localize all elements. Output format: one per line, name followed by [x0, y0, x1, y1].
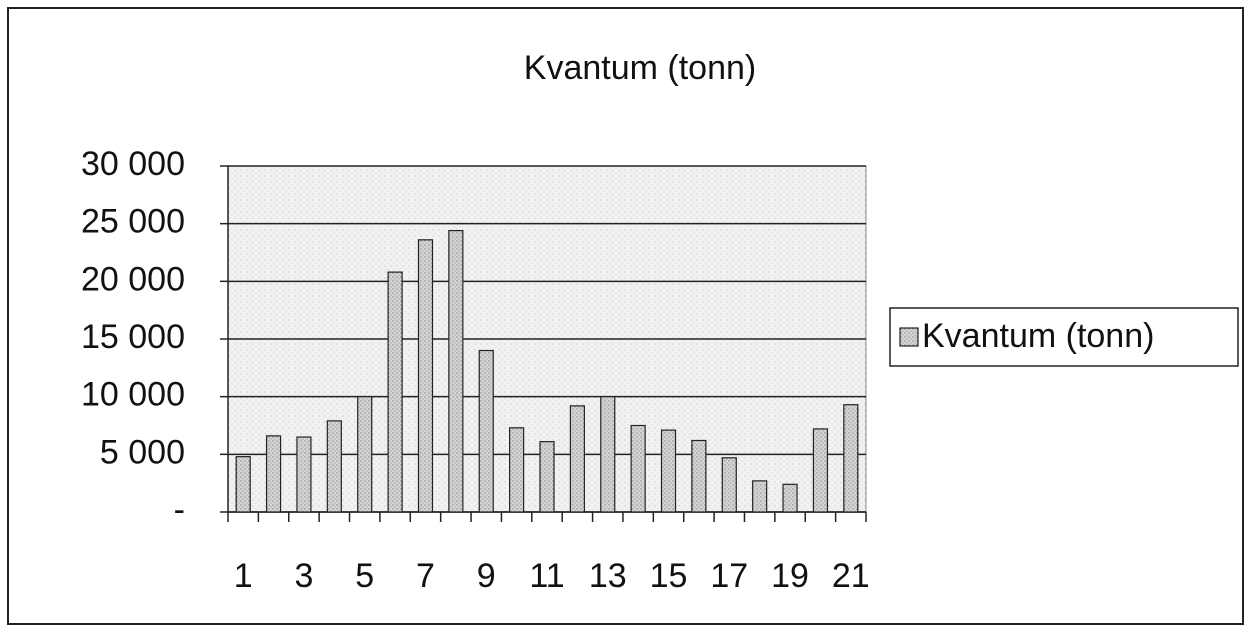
bar	[630, 424, 646, 513]
y-tick-label: 10 000	[81, 376, 185, 414]
bar	[478, 349, 494, 513]
bar	[782, 483, 798, 513]
legend-label: Kvantum (tonn)	[922, 317, 1154, 355]
bar	[752, 480, 768, 513]
y-tick-label: 15 000	[81, 318, 185, 356]
x-tick-label: 13	[589, 557, 627, 595]
bar	[235, 456, 251, 513]
x-tick-label: 3	[294, 557, 313, 595]
x-tick-label: 1	[234, 557, 253, 595]
x-tick-label: 21	[832, 557, 870, 595]
x-tick-label: 17	[710, 557, 748, 595]
bar	[509, 427, 525, 513]
x-tick-label: 11	[529, 557, 564, 595]
chart-title: Kvantum (tonn)	[524, 49, 756, 87]
y-tick-label: 30 000	[81, 145, 185, 183]
bar	[843, 404, 859, 513]
x-tick-label: 15	[650, 557, 688, 595]
bar	[721, 457, 737, 513]
y-tick-label: 5 000	[100, 433, 185, 471]
x-tick-label: 5	[355, 557, 374, 595]
y-tick-label: -	[174, 491, 185, 529]
bar	[357, 396, 373, 513]
bar	[812, 428, 829, 513]
bar	[691, 439, 707, 513]
bar	[387, 271, 403, 513]
bar	[326, 420, 342, 513]
bar	[417, 239, 434, 513]
x-tick-label: 9	[477, 557, 496, 595]
y-tick-label: 20 000	[81, 260, 185, 298]
x-tick-label: 7	[416, 557, 435, 595]
bar	[600, 396, 616, 513]
y-tick-label: 25 000	[81, 203, 185, 241]
legend-swatch	[899, 327, 919, 347]
bar	[265, 435, 282, 513]
bar	[296, 436, 312, 513]
bar	[539, 441, 555, 513]
bar	[660, 429, 677, 513]
x-tick-label: 19	[771, 557, 809, 595]
bar	[569, 405, 585, 513]
bar	[448, 229, 464, 513]
legend-box	[889, 307, 1239, 367]
